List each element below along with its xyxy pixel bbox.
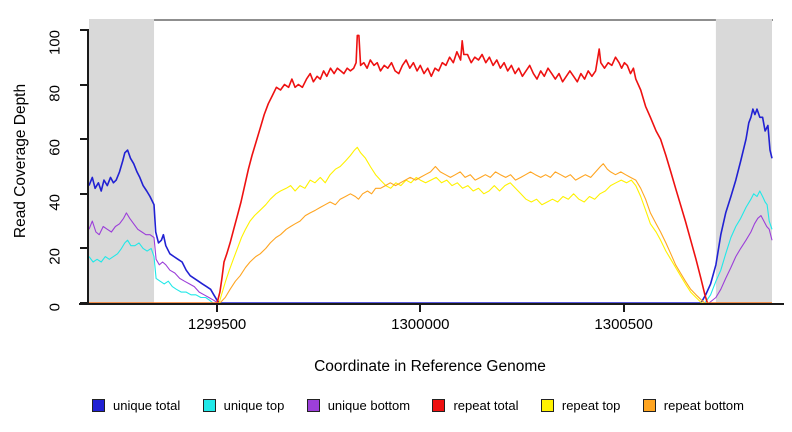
y-tick-text: 60 [46, 139, 63, 156]
shaded-region-right-flank [715, 19, 772, 303]
y-tick-mark-40 [80, 192, 88, 195]
legend-item-repeat-total: repeat total [432, 397, 519, 413]
legend-item-unique-total: unique total [92, 398, 180, 413]
y-tick-text: 20 [46, 248, 63, 266]
y-tick-text: 40 [46, 193, 63, 211]
y-tick-mark-60 [80, 138, 88, 141]
legend-swatch-icon [306, 398, 320, 412]
legend-item-repeat-bottom: repeat bottom [642, 397, 744, 413]
x-axis-line [79, 303, 784, 305]
x-tick-label-1299500: 1299500 [187, 316, 247, 333]
x-tick-label-1300000: 1300000 [391, 316, 450, 333]
series-line-repeat-total [89, 34, 772, 304]
x-axis-title: Coordinate in Reference Genome [314, 358, 546, 375]
legend-swatch-icon [540, 398, 554, 412]
y-tick-text: 0 [46, 303, 63, 312]
x-tick-mark-1300500 [622, 305, 625, 312]
legend-swatch-icon [432, 398, 446, 412]
series-line-unique-bottom [88, 212, 773, 304]
legend-label: unique total [113, 397, 181, 413]
y-tick-text: 80 [46, 84, 63, 102]
y-axis-title: Read Coverage Depth [12, 83, 29, 239]
y-tick-mark-100 [80, 28, 88, 31]
y-tick-mark-20 [80, 247, 88, 250]
legend-item-repeat-top: repeat top [540, 397, 621, 413]
plot-area [88, 19, 773, 304]
legend-label: repeat total [453, 397, 519, 413]
legend-label: repeat bottom [663, 397, 744, 413]
series-line-unique-total [88, 108, 773, 304]
y-axis-line [87, 29, 89, 303]
x-tick-mark-1299500 [216, 305, 219, 312]
legend-item-unique-top: unique top [202, 397, 285, 413]
series-line-repeat-top [89, 146, 772, 304]
legend-item-unique-bottom: unique bottom [306, 397, 411, 413]
x-tick-label-1300500: 1300500 [594, 316, 653, 333]
y-tick-text: 100 [46, 29, 63, 55]
legend-swatch-icon [202, 398, 216, 412]
shaded-region-left-flank [89, 19, 155, 303]
legend-label: repeat top [561, 397, 621, 413]
legend: unique total unique top unique bottom repea… [92, 396, 744, 414]
plot-top-border [89, 19, 773, 21]
legend-swatch-icon [642, 398, 656, 412]
coverage-lines-canvas [88, 19, 773, 304]
legend-swatch-icon [92, 398, 105, 412]
series-line-repeat-bottom [89, 163, 772, 304]
y-tick-mark-80 [80, 83, 88, 86]
y-tick-mark-0 [80, 302, 88, 304]
legend-label: unique bottom [327, 397, 411, 413]
x-tick-mark-1300000 [419, 305, 422, 312]
series-line-unique-top [88, 190, 773, 304]
legend-label: unique top [223, 397, 285, 413]
